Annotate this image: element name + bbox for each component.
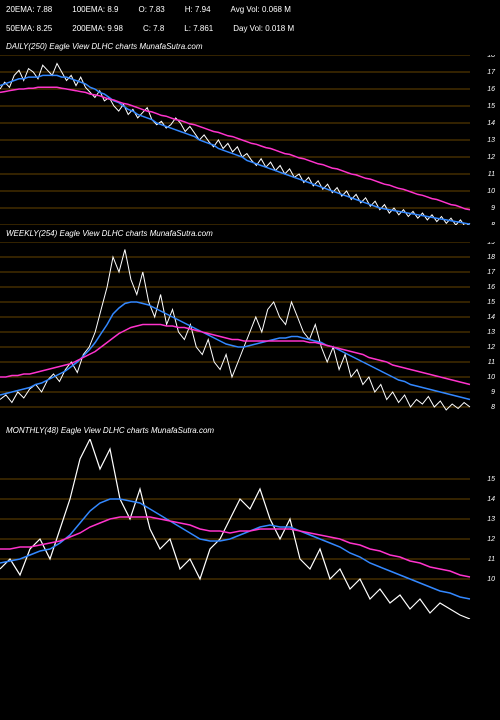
y-axis-label: 14	[487, 120, 495, 127]
chart-container: 10 11 12 13 14 15	[0, 439, 500, 619]
chart-title: DAILY(250) Eagle View DLHC charts Munafa…	[0, 38, 500, 55]
y-axis-label: 11	[488, 171, 495, 178]
stat-item: 50EMA: 8.25	[6, 23, 52, 34]
y-axis-label: 10	[487, 188, 495, 195]
y-axis-label: 9	[491, 205, 495, 212]
y-axis-label: 16	[487, 284, 495, 291]
stat-item: H: 7.94	[185, 4, 211, 15]
y-axis-label: 15	[487, 299, 495, 306]
series-ema_short	[0, 302, 470, 400]
stat-item: Day Vol: 0.018 M	[233, 23, 294, 34]
stat-item: L: 7.861	[184, 23, 213, 34]
header-stats-line2: 50EMA: 8.25 200EMA: 9.98 C: 7.8 L: 7.861 Day…	[0, 19, 500, 38]
y-axis-label: 19	[487, 242, 495, 246]
y-axis-label: 13	[487, 137, 495, 144]
y-axis-label: 8	[491, 222, 495, 225]
series-ema_long	[0, 517, 470, 577]
stat-item: 20EMA: 7.88	[6, 4, 52, 15]
y-axis-label: 8	[491, 404, 495, 411]
y-axis-label: 10	[487, 374, 495, 381]
y-axis-label: 17	[487, 269, 496, 276]
y-axis-label: 15	[487, 103, 495, 110]
y-axis-label: 13	[487, 329, 495, 336]
series-ema_long	[0, 325, 470, 385]
stat-item: 200EMA: 9.98	[72, 23, 123, 34]
chart-title: WEEKLY(254) Eagle View DLHC charts Munaf…	[0, 225, 500, 242]
series-price	[0, 439, 470, 619]
y-axis-label: 11	[488, 359, 495, 366]
chart-svg: 8 9 10 11 12 13 14 15 16 17 18	[0, 55, 500, 225]
series-ema_long	[0, 88, 470, 210]
y-axis-label: 17	[487, 69, 496, 76]
y-axis-label: 12	[487, 154, 495, 161]
y-axis-label: 16	[487, 86, 495, 93]
y-axis-label: 9	[491, 389, 495, 396]
chart-title: MONTHLY(48) Eagle View DLHC charts Munaf…	[0, 422, 500, 439]
y-axis-label: 12	[487, 536, 495, 543]
y-axis-label: 14	[487, 314, 495, 321]
y-axis-label: 18	[487, 55, 495, 59]
series-price	[0, 250, 470, 411]
series-ema_short	[0, 499, 470, 599]
y-axis-label: 18	[487, 254, 495, 261]
chart-svg: 8 9 10 11 12 13 14 15 16 17 18 19	[0, 242, 500, 422]
stat-item: Avg Vol: 0.068 M	[231, 4, 291, 15]
y-axis-label: 10	[487, 576, 495, 583]
series-price	[0, 64, 470, 226]
header-stats-line1: 20EMA: 7.88 100EMA: 8.9 O: 7.83 H: 7.94 Avg …	[0, 0, 500, 19]
y-axis-label: 12	[487, 344, 495, 351]
charts-root: DAILY(250) Eagle View DLHC charts Munafa…	[0, 38, 500, 619]
y-axis-label: 13	[487, 516, 495, 523]
y-axis-label: 15	[487, 476, 495, 483]
chart-container: 8 9 10 11 12 13 14 15 16 17 18 19	[0, 242, 500, 422]
stat-item: O: 7.83	[139, 4, 165, 15]
chart-svg: 10 11 12 13 14 15	[0, 439, 500, 619]
chart-container: 8 9 10 11 12 13 14 15 16 17 18	[0, 55, 500, 225]
stat-item: C: 7.8	[143, 23, 164, 34]
y-axis-label: 14	[487, 496, 495, 503]
y-axis-label: 11	[488, 556, 495, 563]
stat-item: 100EMA: 8.9	[72, 4, 118, 15]
